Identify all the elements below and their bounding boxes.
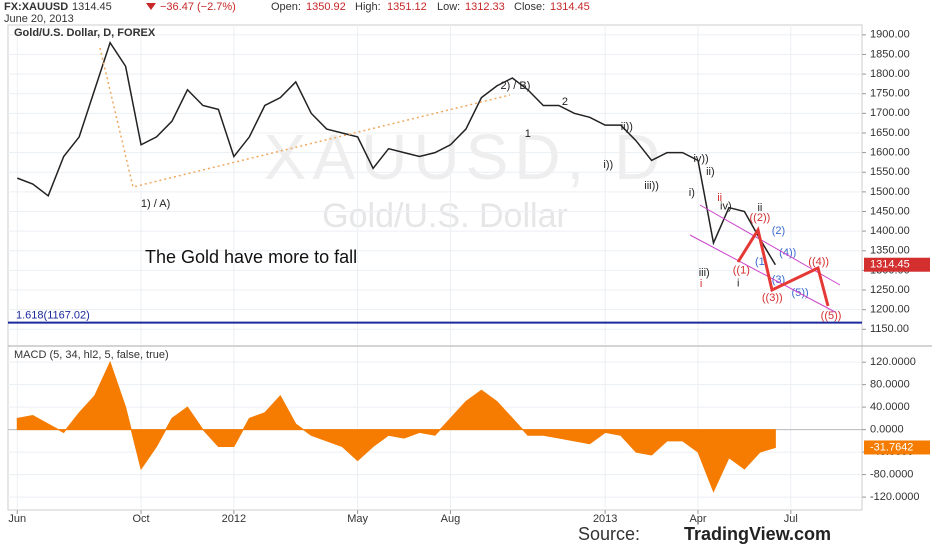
x-tick-label: Aug <box>441 513 461 525</box>
high: 1351.12 <box>387 1 427 13</box>
drawings <box>99 47 841 313</box>
macd-panel-title: MACD (5, 34, hl2, 5, false, true) <box>14 349 169 361</box>
wave-label: (4)) <box>779 247 796 259</box>
wave-label: 1) / A) <box>141 198 170 210</box>
price-panel-title: Gold/U.S. Dollar, D, FOREX <box>14 27 156 39</box>
wave-label: (3) <box>772 274 785 286</box>
price-line <box>17 40 777 266</box>
price: 1314.45 <box>72 1 112 13</box>
high-label: High: <box>355 1 381 13</box>
wave-label: (2) <box>772 225 785 237</box>
close-label: Close: <box>514 1 545 13</box>
wave-label: iii) <box>699 267 710 279</box>
wave-label: iv)) <box>693 153 708 165</box>
y-tick-label: 1800.00 <box>870 68 910 80</box>
channel-line <box>689 234 836 313</box>
y-tick-label: 1400.00 <box>870 225 910 237</box>
x-tick-label: 2012 <box>222 513 246 525</box>
y-tick-label: 1750.00 <box>870 88 910 100</box>
open-label: Open: <box>271 1 301 13</box>
wave-label: ii <box>717 192 722 204</box>
low: 1312.33 <box>465 1 505 13</box>
last-value-badge <box>864 440 930 455</box>
source-site: TradingView.com <box>684 524 831 544</box>
wave-label: i <box>700 278 702 290</box>
y-tick-label: 1850.00 <box>870 48 910 60</box>
wave-label: ii) <box>706 166 715 178</box>
wave-label: iv) <box>720 201 732 213</box>
y-tick-label: 1250.00 <box>870 284 910 296</box>
y-tick-label: 1200.00 <box>870 304 910 316</box>
last-value-label: 1314.45 <box>870 259 910 271</box>
macd-area <box>16 360 776 493</box>
wave-label: ((3)) <box>762 292 783 304</box>
source-label: Source: <box>578 524 640 544</box>
y-tick-label: 80.0000 <box>870 379 910 391</box>
y-tick-label: 1350.00 <box>870 245 910 257</box>
date: June 20, 2013 <box>4 13 74 25</box>
open: 1350.92 <box>306 1 346 13</box>
last-value-label: -31.7642 <box>870 441 913 453</box>
y-tick-label: 1550.00 <box>870 166 910 178</box>
last-value-badge <box>864 257 930 272</box>
wave-label: iii)) <box>644 180 659 192</box>
x-tick-label: May <box>347 513 368 525</box>
y-tick-label: 1600.00 <box>870 147 910 159</box>
wave-label: i) <box>689 187 695 199</box>
wave-label: ((4)) <box>808 256 829 268</box>
note: The Gold have more to fall <box>145 247 357 267</box>
wave-label: i)) <box>603 159 613 171</box>
x-tick-label: Jun <box>8 513 26 525</box>
y-tick-label: 0.0000 <box>870 424 904 436</box>
y-tick-label: 1900.00 <box>870 29 910 41</box>
channel-line <box>699 204 841 286</box>
symbol: FX:XAUUSD <box>4 1 68 13</box>
x-tick-label: 2013 <box>593 513 617 525</box>
watermark-name: Gold/U.S. Dollar <box>322 197 568 235</box>
fib-label: 1.618(1167.02) <box>16 310 90 322</box>
wave-label: ((2)) <box>750 212 771 224</box>
y-tick-label: 1500.00 <box>870 186 910 198</box>
trend-line <box>99 47 511 188</box>
forecast-path <box>736 226 830 307</box>
wave-label: ii)) <box>621 121 633 133</box>
wave-label: ((1) <box>733 264 750 276</box>
wave-label: 2) / B) <box>500 80 530 92</box>
watermark-symbol: XAUUSD, D <box>264 121 667 193</box>
wave-label: i <box>737 277 739 289</box>
plot-frame <box>7 24 863 511</box>
wave-label: ii <box>757 202 762 214</box>
low-label: Low: <box>437 1 460 13</box>
y-tick-label: 1450.00 <box>870 205 910 217</box>
y-tick-label: 1150.00 <box>870 323 909 335</box>
y-tick-label: -120.0000 <box>870 491 920 503</box>
x-tick-label: Apr <box>689 513 706 525</box>
down-arrow <box>146 3 156 10</box>
y-tick-label: 1650.00 <box>870 127 910 139</box>
y-tick-label: 120.0000 <box>870 356 916 368</box>
wave-label: 1 <box>525 128 531 140</box>
y-tick-label: 40.0000 <box>870 401 910 413</box>
x-tick-label: Jul <box>784 513 798 525</box>
y-tick-label: 1700.00 <box>870 107 910 119</box>
wave-label: (1 <box>755 256 765 268</box>
x-tick-label: Oct <box>132 513 149 525</box>
close: 1314.45 <box>550 1 590 13</box>
header: FX:XAUUSD 1314.45 −36.47 (−2.7%) Open: 1… <box>4 1 590 25</box>
wave-label: ((5)) <box>821 310 842 322</box>
change: −36.47 (−2.7%) <box>160 1 236 13</box>
wave-label: 2 <box>562 96 568 108</box>
y-tick-label: -80.0000 <box>870 468 913 480</box>
